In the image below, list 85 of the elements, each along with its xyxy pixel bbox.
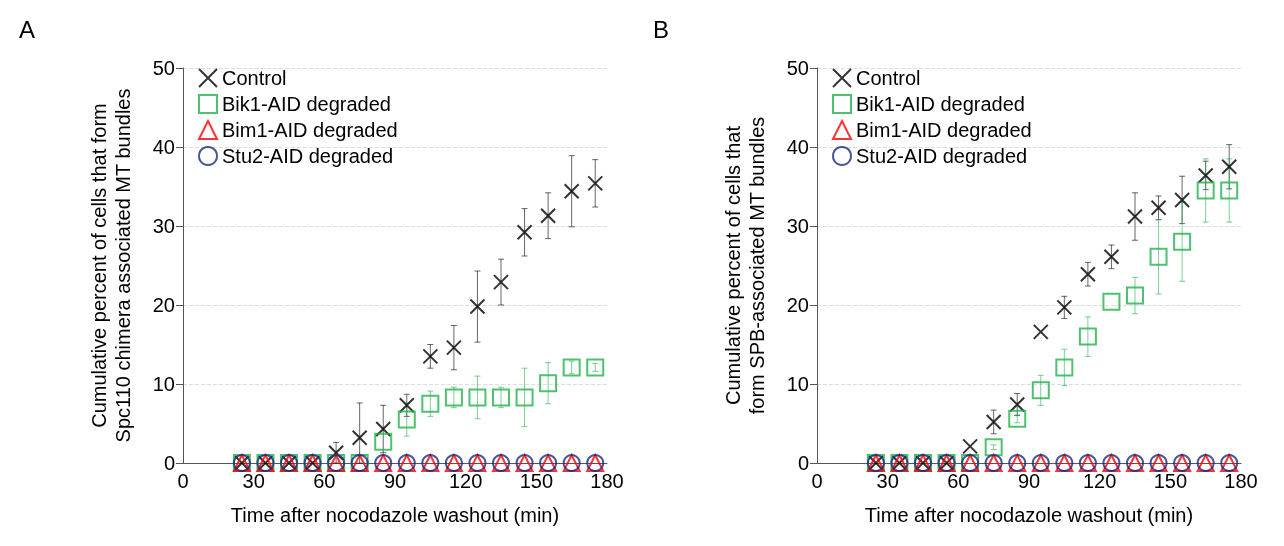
point: [1032, 323, 1049, 340]
legend-label: Bik1-AID degraded: [222, 93, 391, 115]
y-tick-label: 0: [797, 452, 809, 474]
x-axis-title: Time after nocodazole washout (min): [230, 504, 560, 526]
point: [1127, 208, 1143, 225]
x-tick-label: 180: [1224, 470, 1258, 492]
point: [540, 207, 557, 224]
chart-title: B: [653, 15, 670, 43]
point: [492, 388, 510, 407]
point: [1150, 199, 1167, 216]
legend-label: Stu2-AID degraded: [222, 145, 394, 167]
point: [397, 410, 416, 429]
point: [1220, 181, 1239, 200]
point: [1056, 299, 1073, 316]
point: [1078, 327, 1097, 346]
x-tick-label: 120: [1082, 470, 1117, 492]
point: [1149, 247, 1168, 266]
y-tick-label: 40: [152, 136, 175, 158]
legend-label: Stu2-AID degraded: [856, 145, 1028, 167]
point: [1055, 358, 1074, 377]
point: [587, 175, 604, 192]
y-tick-label: 30: [152, 215, 175, 237]
x-tick-label: 150: [519, 470, 554, 492]
legend-label: Control: [222, 67, 287, 89]
y-tick-label: 40: [786, 136, 809, 158]
point: [1197, 167, 1214, 184]
point: [444, 388, 463, 407]
point: [351, 429, 368, 446]
x-tick-label: 180: [590, 470, 624, 492]
y-axis-title: Cumulative percent of cells that form SPB-associated MT bundles: [722, 116, 768, 415]
x-tick-label: 60: [947, 470, 970, 492]
point: [1174, 191, 1191, 208]
point: [328, 444, 345, 461]
point: [1126, 286, 1144, 305]
x-tick-label: 60: [313, 470, 336, 492]
point: [1009, 396, 1026, 413]
point: [421, 394, 440, 413]
x-tick-label: 30: [242, 470, 265, 492]
legend-label: Bim1-AID degraded: [856, 119, 1032, 141]
point: [1103, 248, 1120, 265]
point: [375, 421, 392, 438]
legend-label: Control: [856, 67, 921, 89]
y-tick-label: 20: [152, 294, 175, 316]
y-tick-label: 0: [163, 452, 175, 474]
legend-label: Bik1-AID degraded: [856, 93, 1025, 115]
point: [563, 183, 580, 200]
y-axis-title: Cumulative percent of cells that form Spc110 chimera associated MT bundles: [88, 88, 134, 443]
y-tick-label: 10: [786, 373, 809, 395]
y-tick-label: 10: [152, 373, 175, 395]
point: [1031, 381, 1050, 400]
point: [985, 413, 1002, 430]
point: [516, 224, 533, 241]
point: [984, 438, 1003, 457]
x-tick-label: 90: [1017, 470, 1041, 492]
point: [539, 374, 558, 393]
x-axis-title: Time after nocodazole washout (min): [864, 504, 1194, 526]
legend-label: Bim1-AID degraded: [222, 119, 398, 141]
y-tick-label: 50: [152, 57, 175, 79]
y-tick-label: 30: [786, 215, 809, 237]
point: [493, 274, 509, 291]
y-tick-label: 20: [786, 294, 809, 316]
point: [422, 348, 439, 365]
x-tick-label: 30: [876, 470, 899, 492]
point: [1079, 266, 1096, 283]
point: [1008, 409, 1027, 428]
point: [1196, 181, 1215, 200]
point: [1102, 292, 1121, 311]
point: [445, 339, 462, 356]
point: [469, 298, 486, 315]
x-tick-label: 0: [177, 470, 189, 492]
point: [962, 438, 979, 455]
chart-title: A: [19, 15, 36, 43]
point: [398, 397, 415, 414]
point: [1221, 158, 1238, 175]
x-tick-label: 150: [1153, 470, 1188, 492]
x-tick-label: 120: [448, 470, 483, 492]
point: [468, 388, 487, 407]
x-tick-label: 0: [811, 470, 823, 492]
point: [515, 388, 534, 407]
y-tick-label: 50: [786, 57, 809, 79]
point: [1173, 232, 1192, 251]
x-tick-label: 90: [383, 470, 407, 492]
point: [586, 358, 605, 377]
point: [374, 432, 393, 451]
point: [562, 358, 581, 377]
